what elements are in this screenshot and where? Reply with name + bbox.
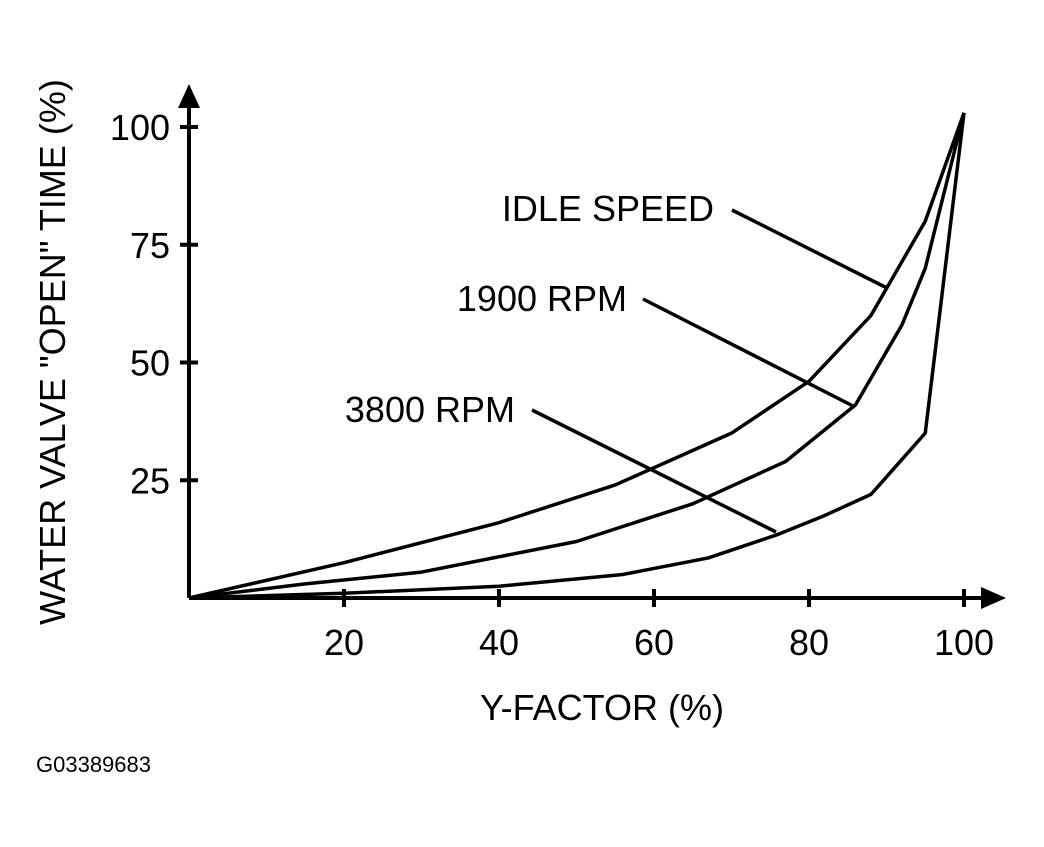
series-line-2 <box>188 112 966 600</box>
figure-id: G03389683 <box>36 752 151 777</box>
x-tick-label: 20 <box>324 622 364 663</box>
y-axis-arrow <box>178 84 200 108</box>
y-tick-label: 25 <box>130 460 170 501</box>
y-tick-label: 50 <box>130 343 170 384</box>
series-line-1 <box>188 112 966 600</box>
series-label: 3800 RPM <box>345 389 515 430</box>
series-leader-line <box>731 208 888 290</box>
x-tick-label: 40 <box>479 622 519 663</box>
series-label: IDLE SPEED <box>502 188 714 229</box>
series-leader-line <box>531 408 777 534</box>
x-tick-label: 100 <box>934 622 994 663</box>
y-ticks: 25 50 75 100 <box>110 107 198 501</box>
series-line-0 <box>188 112 966 600</box>
x-tick-label: 60 <box>634 622 674 663</box>
series-label: 1900 RPM <box>457 278 627 319</box>
series-lines <box>188 112 966 600</box>
series-leader-line <box>642 297 856 409</box>
x-ticks: 20 40 60 80 100 <box>324 589 994 663</box>
y-tick-label: 100 <box>110 107 170 148</box>
series-labels: IDLE SPEED 1900 RPM 3800 RPM <box>345 188 888 534</box>
y-axis-title: WATER VALVE "OPEN" TIME (%) <box>32 79 73 625</box>
x-tick-label: 80 <box>789 622 829 663</box>
x-axis-arrow <box>981 587 1006 609</box>
x-axis-title: Y-FACTOR (%) <box>480 687 724 728</box>
y-tick-label: 75 <box>130 225 170 266</box>
